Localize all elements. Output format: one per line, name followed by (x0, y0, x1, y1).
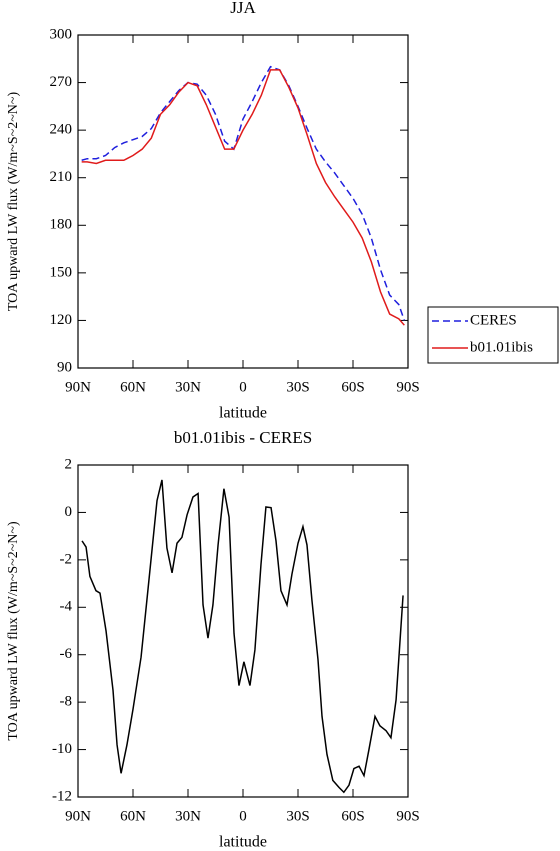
y-tick-label: 150 (50, 264, 73, 280)
x-tick-label: 60N (120, 379, 146, 395)
x-tick-label: 30S (286, 808, 309, 824)
x-tick-label: 90N (65, 808, 91, 824)
y-tick-label: 2 (65, 456, 73, 472)
x-tick-label: 30S (286, 379, 309, 395)
y-tick-label: -2 (60, 551, 73, 567)
y-tick-label: 240 (50, 122, 73, 138)
x-tick-label: 90S (396, 808, 419, 824)
y-tick-label: 270 (50, 74, 73, 90)
y-tick-label: -4 (60, 599, 73, 615)
legend-label: b01.01ibis (470, 339, 533, 355)
x-tick-label: 90N (65, 379, 91, 395)
plot-frame (77, 34, 409, 369)
y-tick-label: -10 (52, 741, 72, 757)
y-tick-label: 0 (65, 504, 73, 520)
x-tick-label: 30N (175, 379, 201, 395)
x-tick-label: 0 (239, 379, 247, 395)
legend-box (427, 306, 559, 364)
chart-title: b01.01ibis - CERES (174, 428, 312, 447)
x-tick-label: 60N (120, 808, 146, 824)
y-tick-label: 180 (50, 217, 73, 233)
y-tick-label: 210 (50, 169, 73, 185)
x-tick-label: 90S (396, 379, 419, 395)
y-tick-label: 90 (57, 359, 72, 375)
chart-title: JJA (230, 0, 256, 17)
y-tick-label: 300 (50, 26, 73, 42)
x-axis-label: latitude (219, 405, 267, 422)
y-tick-label: -12 (52, 788, 72, 804)
y-tick-label: -6 (60, 646, 73, 662)
legend-label: CERES (470, 312, 517, 328)
x-axis-label: latitude (219, 834, 267, 851)
x-tick-label: 0 (239, 808, 247, 824)
data-line (81, 65, 406, 321)
x-tick-label: 60S (341, 808, 364, 824)
x-tick-label: 30N (175, 808, 201, 824)
y-axis-label: TOA upward LW flux (W/m~S~2~N~) (6, 521, 21, 741)
y-tick-label: 120 (50, 312, 73, 328)
y-axis-label: TOA upward LW flux (W/m~S~2~N~) (6, 92, 21, 312)
y-tick-label: -8 (60, 694, 73, 710)
data-line (81, 69, 405, 326)
plot-frame (77, 464, 409, 798)
data-line (81, 479, 404, 794)
x-tick-label: 60S (341, 379, 364, 395)
